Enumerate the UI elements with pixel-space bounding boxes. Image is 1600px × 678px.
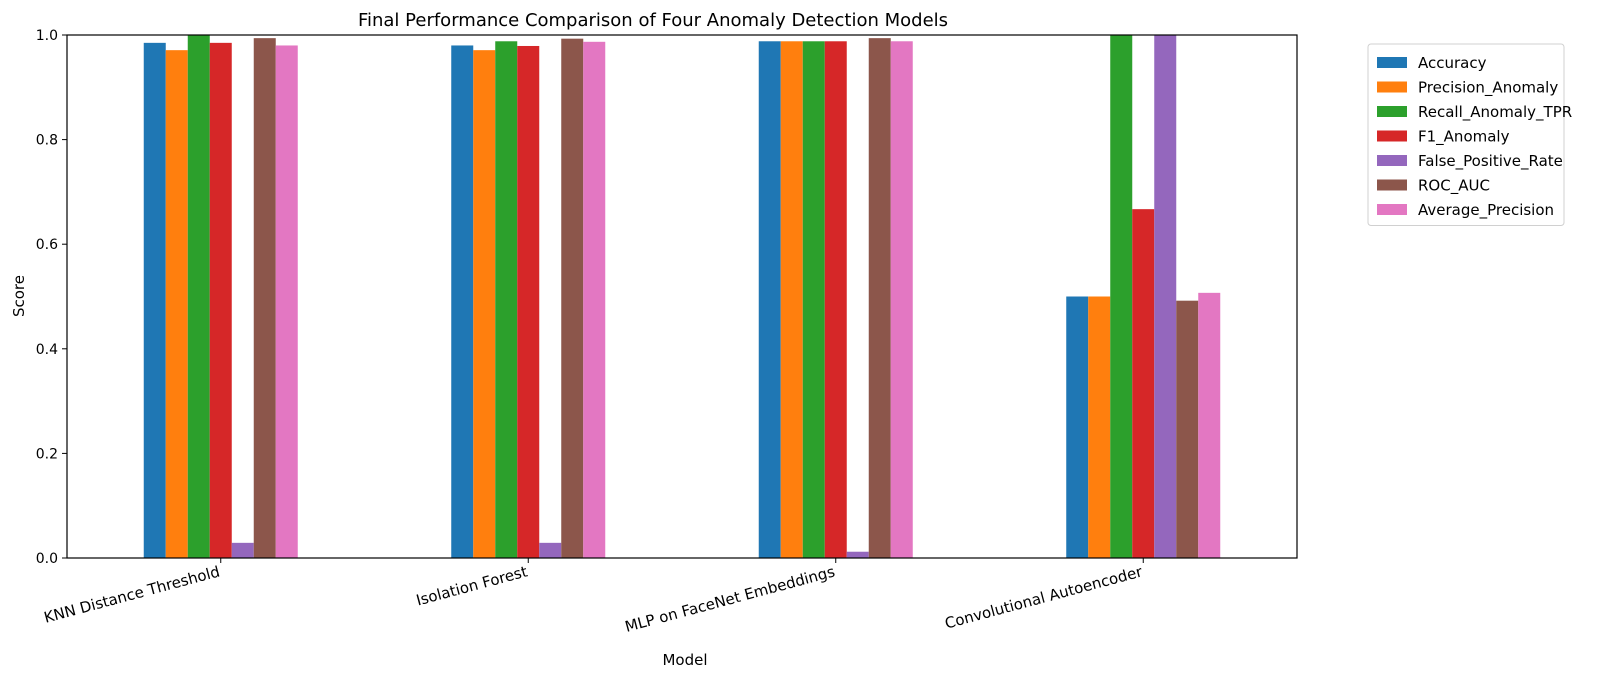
legend-label: Accuracy	[1418, 54, 1487, 72]
bar-average-precision-1	[275, 45, 298, 558]
legend-swatch	[1377, 204, 1407, 215]
y-tick-label: 0.4	[36, 342, 58, 358]
y-tick-label: 1.0	[36, 28, 58, 44]
bar-f1-anomaly-3	[824, 41, 847, 558]
y-tick-label: 0.0	[36, 551, 58, 567]
bar-accuracy-3	[758, 41, 781, 558]
legend-swatch	[1377, 130, 1407, 142]
x-axis-label: Model	[662, 651, 707, 669]
legend: Accuracy Precision_Anomaly Recall_Anomaly_…	[1367, 43, 1572, 226]
x-tick-label: MLP on FaceNet Embeddings	[623, 562, 837, 635]
x-tick-label: Isolation Forest	[414, 562, 529, 609]
legend-label: Average_Precision	[1418, 201, 1554, 220]
bar-average-precision-4	[1198, 292, 1221, 558]
legend-swatch	[1377, 155, 1407, 166]
y-tick-label: 0.2	[36, 446, 58, 462]
bar-roc-auc-3	[868, 38, 891, 558]
bar-precision-anomaly-3	[780, 41, 803, 558]
chart-title: Final Performance Comparison of Four Ano…	[358, 10, 948, 31]
bar-accuracy-1	[143, 42, 166, 559]
bar-recall-anomaly-tpr-3	[802, 41, 825, 558]
legend-swatch	[1377, 106, 1407, 117]
bar-false-positive-rate-2	[539, 542, 562, 558]
legend-label: Recall_Anomaly_TPR	[1418, 103, 1572, 122]
x-tick-label: Convolutional Autoencoder	[943, 562, 1145, 632]
legend-label: Precision_Anomaly	[1418, 79, 1558, 98]
x-axis: KNN Distance Threshold Isolation Forest ML…	[42, 558, 1145, 636]
y-tick-label: 0.8	[36, 133, 58, 149]
bar-recall-anomaly-tpr-1	[187, 35, 210, 558]
y-tick-label: 0.6	[36, 237, 58, 253]
bars-layer	[143, 35, 1221, 559]
plot-frame	[66, 34, 1298, 559]
bar-false-positive-rate-1	[231, 542, 254, 558]
bar-precision-anomaly-1	[165, 50, 188, 559]
bar-average-precision-2	[583, 41, 606, 558]
legend-label: F1_Anomaly	[1418, 128, 1510, 147]
legend-swatch	[1377, 179, 1407, 191]
bar-false-positive-rate-3	[846, 551, 869, 558]
bar-roc-auc-2	[561, 38, 584, 558]
legend-swatch	[1377, 81, 1407, 93]
y-axis: 0.0 0.2 0.4 0.6 0.8 1.0	[36, 28, 67, 567]
y-axis-label: Score	[10, 275, 28, 317]
bar-roc-auc-1	[253, 38, 276, 558]
bar-f1-anomaly-4	[1132, 209, 1155, 558]
legend-frame	[1367, 43, 1565, 226]
bar-f1-anomaly-2	[517, 45, 540, 558]
bar-average-precision-3	[890, 41, 913, 558]
x-tick-label: KNN Distance Threshold	[42, 562, 222, 626]
bar-recall-anomaly-tpr-4	[1110, 35, 1133, 558]
bar-precision-anomaly-2	[473, 50, 496, 559]
legend-label: ROC_AUC	[1418, 177, 1490, 196]
bar-accuracy-4	[1066, 296, 1089, 558]
bar-roc-auc-4	[1176, 300, 1199, 558]
legend-swatch	[1377, 57, 1407, 68]
bar-precision-anomaly-4	[1088, 296, 1111, 558]
bar-recall-anomaly-tpr-2	[495, 41, 518, 558]
bar-accuracy-2	[451, 45, 474, 558]
legend-label: False_Positive_Rate	[1418, 152, 1563, 171]
bar-false-positive-rate-4	[1154, 35, 1177, 558]
bar-f1-anomaly-1	[209, 42, 232, 559]
